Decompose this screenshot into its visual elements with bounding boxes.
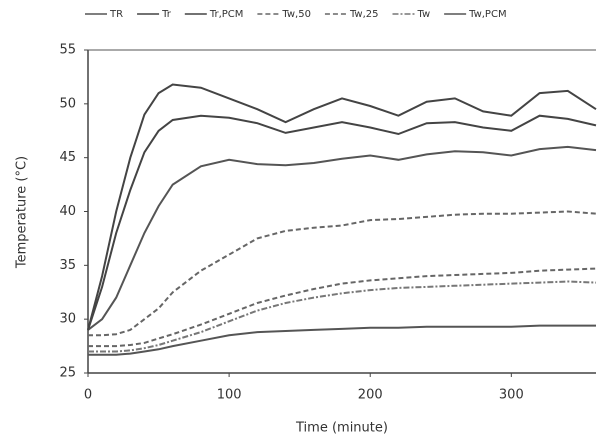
series-line: [88, 324, 596, 356]
x-tick-label: 100: [217, 388, 242, 403]
legend-label: Tw: [416, 9, 430, 20]
y-tick-label: 50: [59, 96, 76, 111]
y-tick-label: 45: [59, 150, 76, 165]
series-line: [87, 114, 597, 331]
y-tick-label: 40: [59, 204, 76, 219]
y-tick-label: 30: [59, 312, 76, 327]
legend-label: TR: [109, 9, 123, 20]
y-tick-label: 25: [59, 366, 76, 381]
legend-label: Tw,50: [281, 9, 311, 20]
series-line: [88, 280, 597, 353]
y-tick-label: 55: [59, 43, 76, 58]
y-axis-title: Temperature (°C): [15, 156, 30, 269]
legend-label: Tr: [161, 9, 172, 20]
legend-label: Tw,25: [349, 9, 379, 20]
x-tick-label: 0: [84, 388, 92, 403]
series-line: [88, 210, 597, 337]
y-tick-label: 35: [59, 258, 76, 273]
legend: TR Tr Tr,PCM Tw,50 Tw,25 Tw Tw,PCM: [85, 9, 507, 20]
series-line: [87, 145, 597, 331]
x-tick-label: 200: [358, 388, 383, 403]
x-tick-label: 300: [499, 388, 524, 403]
legend-label: Tw,PCM: [468, 9, 506, 20]
x-axis-title: Time (minute): [295, 421, 388, 436]
series-line: [87, 83, 597, 331]
series-line: [88, 267, 597, 348]
legend-label: Tr,PCM: [209, 9, 244, 20]
